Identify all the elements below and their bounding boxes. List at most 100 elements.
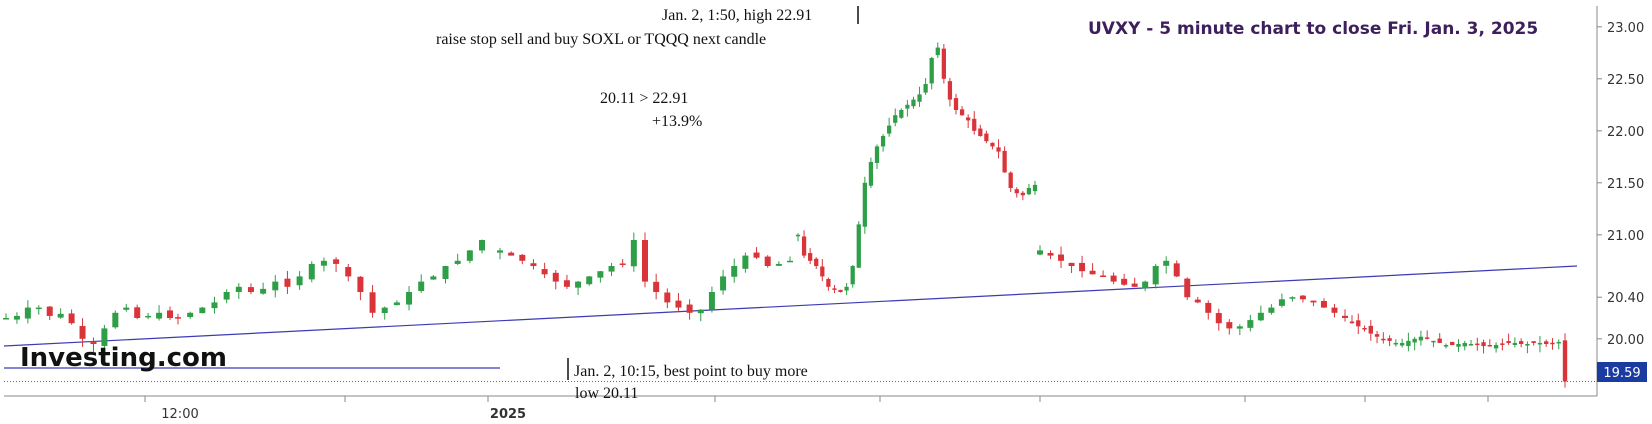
candle-body [247, 287, 254, 292]
candle-body [296, 276, 303, 286]
candle-body [1450, 341, 1455, 346]
candle-body [1374, 334, 1380, 337]
candle-body [856, 224, 861, 268]
candle-body [911, 99, 916, 107]
candle-body [720, 276, 727, 291]
candle-body [1215, 313, 1222, 324]
candle-body [1014, 189, 1019, 194]
candle-body [1152, 266, 1159, 285]
candle-body [235, 286, 242, 293]
candle-body [1362, 328, 1367, 330]
candle-body [3, 318, 9, 320]
candle-body [1089, 270, 1096, 275]
candle-body [990, 142, 995, 147]
candle-body [868, 162, 874, 186]
candle-body [978, 128, 983, 136]
candle-body [406, 292, 413, 305]
candle-body [947, 81, 953, 100]
candle-body [1487, 345, 1493, 347]
candle-body [1037, 250, 1043, 255]
candle-body [1299, 295, 1306, 300]
candle-body [1512, 342, 1518, 345]
axes: 23.00 22.50 22.00 21.50 21.00 20.40 20.00 12:00… [4, 6, 1644, 422]
candle-body [1008, 172, 1013, 188]
candle-body [697, 309, 704, 314]
candle-body [1424, 337, 1430, 339]
candle-body [953, 98, 959, 110]
x-tick-label: 12:00 [161, 407, 198, 422]
candle-body [787, 260, 793, 263]
candle-body [1163, 260, 1170, 266]
candle-body [1026, 188, 1032, 195]
candle-body [1278, 299, 1285, 306]
candle-body [13, 315, 20, 320]
candle-body [929, 58, 934, 84]
candle-body [1194, 299, 1201, 303]
candle-body [57, 313, 64, 318]
candle-body [1142, 281, 1149, 289]
candle-body [653, 281, 660, 292]
candle-body [808, 253, 813, 261]
candle-body [1032, 184, 1038, 192]
candle-body [260, 288, 267, 294]
candle-body [1556, 341, 1561, 344]
candle-body [541, 269, 548, 275]
candle-body [175, 317, 181, 319]
candle-body [1320, 300, 1327, 308]
candle-body [90, 341, 97, 344]
candle-body [1412, 338, 1417, 343]
candle-body [1121, 278, 1128, 285]
x-tick-label: 2025 [490, 407, 526, 422]
candle-body [1331, 307, 1338, 313]
candle-body [530, 263, 537, 266]
candle-body [393, 302, 400, 306]
logo: Investing.com [20, 343, 227, 373]
logo-text: Investing.com [20, 343, 227, 373]
candle-body [1247, 320, 1254, 328]
candle-body [1418, 336, 1424, 341]
candle-body [850, 266, 855, 285]
candle-body [1544, 341, 1549, 344]
y-tick-label: 21.50 [1607, 177, 1644, 192]
candle-body [619, 263, 626, 265]
candle-body [893, 115, 898, 123]
candle-body [497, 250, 503, 253]
candle-body [708, 292, 715, 310]
candle-body [24, 307, 31, 319]
candle-body [1431, 340, 1436, 343]
last-price-label: 19.59 [1603, 366, 1640, 381]
candle-body [801, 236, 807, 256]
candle-body [68, 313, 75, 324]
candle-body [1368, 325, 1373, 334]
candle-body [899, 110, 904, 118]
candle-body [1100, 275, 1107, 278]
candle-body [820, 266, 825, 277]
candle-body [1349, 321, 1355, 324]
candle-body [1068, 262, 1075, 266]
candle-body [608, 266, 615, 272]
candle-body [1356, 320, 1361, 327]
candle-body [123, 307, 130, 310]
candle-body [1268, 307, 1275, 313]
candle-body [1437, 338, 1442, 343]
candle-body [430, 276, 437, 280]
y-tick-label: 20.40 [1607, 291, 1644, 306]
last-price-tag: 19.59 [1597, 362, 1647, 382]
candle-body [345, 266, 352, 277]
candle-body [642, 240, 648, 282]
candle-body [381, 307, 388, 313]
candle-body [1468, 344, 1474, 346]
candle-body [996, 147, 1001, 152]
candle-body [935, 47, 940, 56]
candle-body [586, 276, 593, 285]
candle-body [272, 281, 279, 291]
candle-body [35, 307, 42, 310]
candle-body [284, 278, 291, 287]
candle-body [79, 326, 86, 339]
candle-body [675, 300, 682, 308]
annotation-range: 20.11 > 22.91 [600, 90, 688, 107]
candle-body [887, 125, 892, 134]
candle-body [563, 280, 570, 287]
candle-body [1226, 322, 1233, 329]
